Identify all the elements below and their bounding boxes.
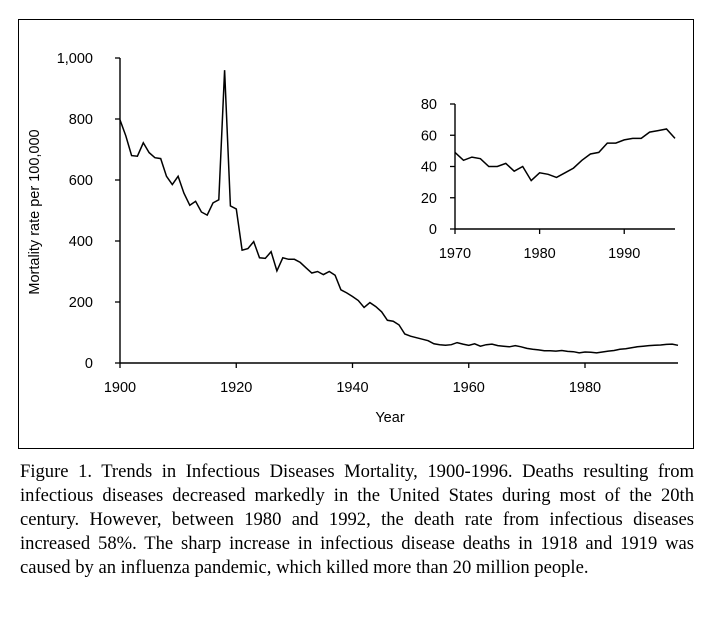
inset-y-tick-label: 0 xyxy=(429,222,437,238)
inset-x-tick-label: 1970 xyxy=(439,246,471,262)
main-x-tick-label: 1920 xyxy=(220,380,252,396)
main-y-tick-label: 600 xyxy=(69,173,93,189)
main-x-tick-label: 1980 xyxy=(569,380,601,396)
main-x-tick-label: 1900 xyxy=(104,380,136,396)
main-y-tick-label: 400 xyxy=(69,234,93,250)
inset-series-line xyxy=(454,128,676,182)
main-x-tick-label: 1960 xyxy=(453,380,485,396)
x-axis-label: Year xyxy=(375,410,404,426)
inset-x-tick-label: 1980 xyxy=(523,246,555,262)
inset-x-tick-label: 1990 xyxy=(608,246,640,262)
inset-y-tick-label: 40 xyxy=(421,160,437,176)
y-axis-label: Mortality rate per 100,000 xyxy=(27,129,43,294)
main-y-tick-label: 1,000 xyxy=(57,51,93,67)
inset-y-tick-label: 20 xyxy=(421,191,437,207)
main-x-tick-label: 1940 xyxy=(336,380,368,396)
inset-y-tick-label: 60 xyxy=(421,128,437,144)
main-y-tick-label: 200 xyxy=(69,295,93,311)
inset-y-tick-label: 80 xyxy=(421,97,437,113)
main-y-tick-label: 800 xyxy=(69,112,93,128)
main-series-line xyxy=(119,70,679,354)
main-y-tick-label: 0 xyxy=(85,356,93,372)
figure-caption: Figure 1. Trends in Infectious Diseases … xyxy=(20,461,694,578)
figure-frame xyxy=(18,19,694,449)
